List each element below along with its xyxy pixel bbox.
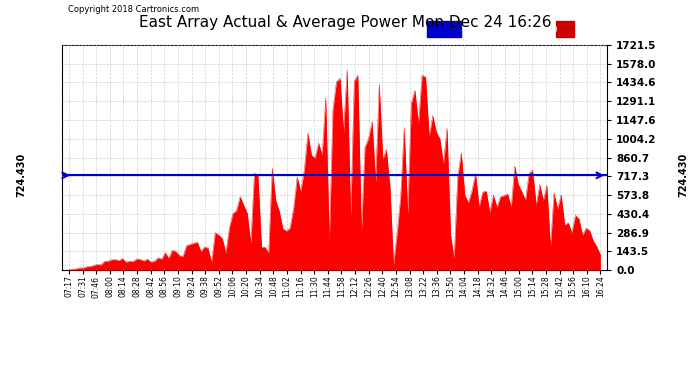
- Text: East Array Actual & Average Power Mon Dec 24 16:26: East Array Actual & Average Power Mon De…: [139, 15, 551, 30]
- Text: 724.430: 724.430: [17, 153, 27, 198]
- Text: East Array  (DC Watts): East Array (DC Watts): [580, 25, 680, 34]
- Bar: [556, 21, 575, 38]
- Text: 724.430: 724.430: [678, 153, 688, 198]
- Text: Copyright 2018 Cartronics.com: Copyright 2018 Cartronics.com: [68, 4, 199, 13]
- Text: Average  (DC Watts): Average (DC Watts): [466, 25, 558, 34]
- Bar: [427, 21, 460, 38]
